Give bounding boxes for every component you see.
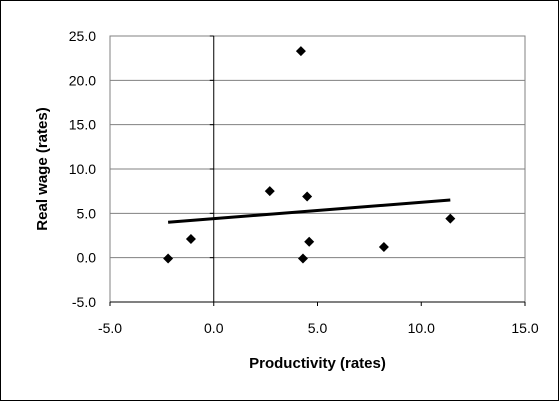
y-tick-label: 5.0 — [77, 205, 97, 221]
x-tick-label: 0.0 — [204, 320, 224, 336]
x-tick-label: 10.0 — [408, 320, 435, 336]
trendline-group — [167, 198, 451, 224]
y-tick-label: 10.0 — [69, 161, 96, 177]
data-point — [297, 253, 308, 264]
axes — [109, 35, 526, 306]
data-point — [295, 46, 306, 57]
data-points — [163, 46, 456, 264]
data-point — [302, 191, 313, 202]
x-tick-label: 15.0 — [511, 320, 538, 336]
y-tick-label: 15.0 — [69, 117, 96, 133]
tick-labels: -5.0 0.0 5.0 10.0 15.0 20.0 25.0 -5.0 0.0 5.0 10.0… — [69, 28, 539, 336]
data-point — [304, 236, 315, 247]
x-tick-label: 5.0 — [308, 320, 328, 336]
y-tick-label: 25.0 — [69, 28, 96, 44]
trendline — [167, 198, 451, 224]
y-tick-label: 20.0 — [69, 72, 96, 88]
x-axis-title: Productivity (rates) — [249, 355, 386, 372]
x-tick-label: -5.0 — [98, 320, 122, 336]
y-tick-label: -5.0 — [72, 294, 96, 310]
data-point — [163, 253, 174, 264]
y-tick-label: 0.0 — [77, 250, 97, 266]
y-axis-title: Real wage (rates) — [34, 107, 51, 230]
data-point — [185, 234, 196, 245]
gridlines — [110, 79, 525, 259]
data-point — [445, 213, 456, 224]
data-point — [264, 186, 275, 197]
data-point — [378, 242, 389, 253]
